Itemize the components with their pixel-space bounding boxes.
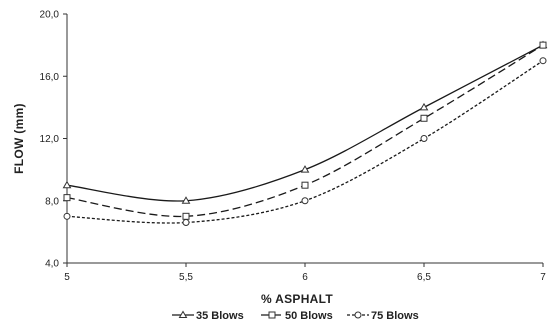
y-tick-label: 4,0 bbox=[45, 259, 59, 270]
legend-marker bbox=[268, 311, 276, 319]
x-tick-label: 5,5 bbox=[179, 272, 193, 283]
legend-item: 75 Blows bbox=[347, 310, 419, 322]
data-point bbox=[539, 41, 547, 49]
legend-label: 75 Blows bbox=[371, 310, 419, 322]
y-tick-label: 16,0 bbox=[40, 72, 60, 83]
data-point bbox=[181, 196, 191, 204]
data-point bbox=[420, 114, 428, 122]
data-point bbox=[301, 197, 309, 205]
data-point bbox=[63, 194, 71, 202]
legend: 35 Blows 50 Blows 75 Blows bbox=[172, 310, 419, 322]
legend-item: 50 Blows bbox=[261, 310, 333, 322]
legend-label: 35 Blows bbox=[196, 310, 244, 322]
data-point bbox=[62, 180, 72, 189]
data-point bbox=[182, 219, 190, 227]
axes: 4,0 8,0 12,0 16,0 20,0 5 5,5 6 6,5 7 bbox=[40, 10, 547, 284]
series-line bbox=[66, 44, 544, 218]
series-3 bbox=[63, 57, 547, 227]
series-2 bbox=[63, 41, 547, 220]
y-tick-label: 12,0 bbox=[40, 134, 60, 145]
y-tick-label: 8,0 bbox=[45, 196, 59, 207]
data-point bbox=[63, 212, 71, 220]
x-axis-title: % ASPHALT bbox=[261, 292, 333, 306]
legend-marker bbox=[354, 311, 362, 319]
x-tick-label: 5 bbox=[64, 272, 70, 283]
series-line bbox=[66, 44, 544, 202]
data-point bbox=[539, 57, 547, 65]
data-point bbox=[301, 181, 309, 189]
legend-marker bbox=[178, 310, 188, 318]
data-point bbox=[419, 102, 429, 111]
legend-label: 50 Blows bbox=[285, 310, 333, 322]
series-layer bbox=[62, 40, 548, 227]
data-point bbox=[300, 165, 310, 173]
x-tick-label: 7 bbox=[540, 272, 546, 283]
data-point bbox=[182, 212, 190, 220]
series-1 bbox=[62, 40, 548, 204]
legend-item: 35 Blows bbox=[172, 310, 244, 322]
x-tick-label: 6,5 bbox=[417, 272, 431, 283]
x-tick-label: 6 bbox=[302, 272, 308, 283]
data-point bbox=[420, 135, 428, 142]
y-axis-title: FLOW (mm) bbox=[12, 103, 26, 174]
y-tick-label: 20,0 bbox=[40, 10, 60, 21]
